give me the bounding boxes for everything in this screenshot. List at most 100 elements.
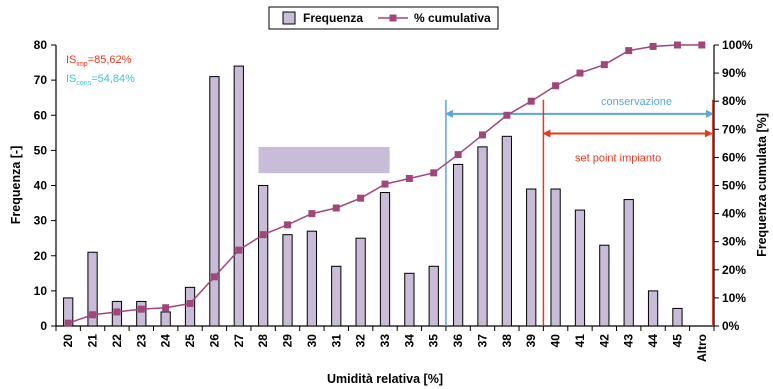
is-cons-sub: cons bbox=[76, 80, 91, 87]
legend-swatch-frequenza bbox=[282, 11, 296, 25]
right-tick-label: 80% bbox=[722, 94, 746, 108]
conservazione-label: conservazione bbox=[601, 96, 672, 108]
right-tick-label: 20% bbox=[722, 263, 746, 277]
bar-frequenza bbox=[282, 234, 293, 327]
bar-frequenza bbox=[404, 272, 415, 327]
left-tick-label: 10 bbox=[34, 284, 48, 298]
x-tick-label: 26 bbox=[207, 334, 221, 348]
set-point-label: set point impianto bbox=[575, 152, 661, 164]
x-tick-label: 21 bbox=[86, 334, 100, 348]
bar-frequenza bbox=[331, 265, 342, 327]
bar-frequenza bbox=[599, 244, 610, 327]
right-tick-label: 10% bbox=[722, 291, 746, 305]
x-tick-label: 41 bbox=[573, 334, 587, 348]
legend-marker-cumulativa bbox=[389, 14, 397, 22]
cumulative-marker bbox=[259, 231, 267, 239]
x-tick-label: 38 bbox=[500, 334, 514, 348]
cumulative-marker bbox=[137, 305, 145, 313]
left-axis-ticks: 0 10 20 30 40 50 60 70 80 bbox=[34, 38, 56, 333]
cumulative-marker bbox=[235, 246, 243, 254]
right-axis-ticks: 0% 10% 20% 30% 40% 50% 60% 70% 80% 90% 100% bbox=[714, 38, 753, 333]
bar-frequenza bbox=[160, 311, 171, 327]
is-cons-main: IS bbox=[66, 73, 76, 85]
legend-label-frequenza: Frequenza bbox=[303, 11, 363, 25]
is-imp-value: =85,62% bbox=[88, 54, 132, 66]
left-tick-label: 70 bbox=[34, 73, 48, 87]
right-tick-label: 100% bbox=[722, 38, 753, 52]
bar-frequenza bbox=[209, 76, 220, 327]
x-tick-label: 22 bbox=[110, 334, 124, 348]
right-tick-label: 90% bbox=[722, 66, 746, 80]
right-tick-label: 30% bbox=[722, 235, 746, 249]
highlight-band bbox=[258, 146, 390, 174]
cumulative-marker bbox=[552, 82, 560, 90]
bar-frequenza bbox=[87, 251, 98, 327]
cumulative-marker bbox=[162, 304, 170, 312]
bar-frequenza bbox=[452, 163, 464, 327]
x-tick-label: 20 bbox=[61, 334, 75, 348]
cumulative-marker bbox=[210, 273, 218, 281]
left-tick-label: 50 bbox=[34, 143, 48, 157]
x-axis-title: Umidità relativa [%] bbox=[327, 372, 443, 386]
cumulative-marker bbox=[454, 151, 462, 159]
line-cumulativa bbox=[64, 41, 706, 327]
right-tick-label: 70% bbox=[722, 122, 746, 136]
x-tick-label: 34 bbox=[402, 334, 416, 348]
x-tick-label: 35 bbox=[427, 334, 441, 348]
left-tick-label: 0 bbox=[40, 319, 47, 333]
x-tick-label: 24 bbox=[159, 334, 173, 348]
cumulative-marker bbox=[89, 311, 97, 319]
bar-frequenza bbox=[477, 146, 488, 327]
reference-annotations: conservazione set point impianto bbox=[444, 96, 714, 326]
x-tick-label: 29 bbox=[281, 334, 295, 348]
bar-frequenza bbox=[428, 265, 439, 327]
cumulative-marker bbox=[673, 41, 681, 49]
x-axis-ticks: 20 21 22 23 24 25 26 27 28 29 30 31 32 33 34 35 36 37 38 39… bbox=[55, 326, 715, 362]
bar-frequenza bbox=[647, 290, 659, 327]
bar-frequenza bbox=[233, 65, 244, 327]
x-tick-label: 25 bbox=[183, 334, 197, 348]
right-tick-label: 40% bbox=[722, 207, 746, 221]
cumulative-marker bbox=[576, 69, 584, 77]
x-tick-label: 40 bbox=[549, 334, 563, 348]
x-tick-label: 33 bbox=[378, 334, 392, 348]
cumulative-marker bbox=[332, 204, 340, 212]
is-imp-sub: imp bbox=[76, 61, 87, 68]
right-tick-label: 50% bbox=[722, 179, 746, 193]
bar-frequenza bbox=[501, 135, 512, 327]
cumulative-marker bbox=[357, 194, 365, 202]
x-tick-label: 44 bbox=[646, 334, 660, 348]
cumulative-marker bbox=[649, 42, 657, 50]
bar-frequenza bbox=[136, 300, 147, 327]
left-tick-label: 60 bbox=[34, 108, 48, 122]
cumulative-marker bbox=[625, 47, 633, 55]
bar-frequenza bbox=[526, 188, 537, 327]
bar-frequenza bbox=[623, 199, 634, 327]
cumulative-marker bbox=[600, 61, 608, 69]
x-tick-label: 43 bbox=[622, 334, 636, 348]
is-imp-annotation: ISimp=85,62% bbox=[66, 54, 132, 68]
x-tick-label: 23 bbox=[134, 334, 148, 348]
left-tick-label: 30 bbox=[34, 214, 48, 228]
bar-frequenza bbox=[306, 230, 318, 327]
bar-frequenza bbox=[672, 307, 683, 327]
is-cons-value: =54,84% bbox=[91, 73, 135, 85]
is-cons-annotation: IScons=54,84% bbox=[66, 73, 135, 87]
cumulative-marker bbox=[186, 300, 194, 308]
right-tick-label: 60% bbox=[722, 150, 746, 164]
cumulative-marker bbox=[527, 97, 535, 105]
legend-label-cumulativa: % cumulativa bbox=[414, 11, 491, 25]
x-tick-label: 36 bbox=[451, 334, 465, 348]
x-tick-label: 37 bbox=[475, 334, 489, 348]
x-tick-label: 42 bbox=[597, 334, 611, 348]
bar-frequenza bbox=[258, 185, 269, 327]
cumulative-marker bbox=[64, 319, 72, 327]
y-axis-right-title: Frequenza cumulata [%] bbox=[755, 113, 769, 257]
cumulative-marker bbox=[478, 131, 486, 139]
x-tick-label: Altro bbox=[695, 334, 709, 362]
bars-frequenza bbox=[63, 65, 683, 327]
bar-frequenza bbox=[355, 237, 366, 327]
cumulative-marker bbox=[113, 308, 121, 316]
legend: Frequenza % cumulativa bbox=[268, 6, 499, 30]
